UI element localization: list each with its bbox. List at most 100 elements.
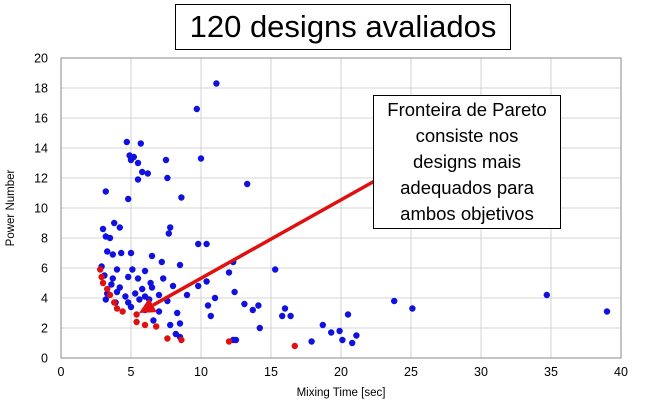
design-point: [195, 240, 202, 248]
y-tick-label: 2: [41, 322, 48, 336]
y-tick-label: 12: [34, 172, 48, 186]
x-tick-label: 25: [404, 365, 418, 379]
pareto-point: [99, 279, 107, 287]
pareto-point: [111, 299, 118, 306]
design-point: [165, 230, 172, 237]
pareto-point: [164, 335, 171, 342]
design-point: [150, 317, 157, 324]
design-point: [139, 285, 146, 293]
design-point: [232, 336, 240, 344]
design-point: [279, 312, 286, 320]
x-tick-label: 35: [544, 365, 558, 379]
design-point: [353, 332, 360, 339]
y-tick-label: 18: [34, 82, 48, 96]
pareto-annotation: Fronteira de Pareto consiste nos designs…: [373, 95, 561, 229]
tick-labels: 0 5 10 15 20 25 30 35 40 0 2 4 6 8 10 12 14 16 18 20: [34, 52, 628, 380]
design-point: [195, 282, 202, 290]
design-point: [118, 249, 125, 257]
annotation-line: designs mais: [413, 151, 521, 172]
design-point: [178, 194, 185, 201]
design-point: [109, 275, 117, 282]
annotation-line: consiste nos: [415, 125, 519, 146]
design-point: [349, 339, 356, 347]
y-tick-label: 8: [41, 232, 48, 246]
design-point: [328, 329, 335, 336]
pareto-arrow: [152, 176, 381, 307]
annotation-line: Fronteira de Pareto: [387, 99, 547, 120]
pareto-arrow-head: [139, 298, 157, 313]
x-tick-label: 5: [128, 365, 135, 379]
annotation-line: adequados para: [400, 177, 534, 198]
pareto-point: [225, 338, 233, 345]
design-point: [603, 308, 611, 315]
design-point: [127, 156, 135, 164]
design-point: [129, 266, 136, 273]
design-point: [155, 308, 163, 315]
design-point: [155, 291, 163, 299]
design-point: [108, 281, 115, 288]
y-tick-label: 0: [41, 352, 48, 366]
design-point: [207, 312, 214, 320]
design-point: [204, 302, 212, 309]
y-tick-label: 20: [34, 52, 48, 66]
design-point: [99, 225, 107, 233]
design-point: [116, 224, 124, 231]
design-point: [109, 251, 117, 258]
design-point: [409, 305, 416, 312]
design-point: [339, 336, 346, 344]
plot-frame: [60, 57, 622, 359]
design-point: [203, 278, 210, 285]
design-point: [162, 156, 170, 164]
design-point: [134, 176, 142, 183]
design-point: [127, 249, 135, 257]
x-tick-label: 40: [614, 365, 628, 379]
design-point: [167, 321, 174, 329]
design-point: [197, 155, 205, 162]
design-point: [160, 275, 167, 282]
design-point: [144, 170, 151, 177]
design-point: [287, 312, 294, 320]
y-tick-label: 10: [34, 202, 48, 216]
x-tick-label: 10: [194, 365, 208, 379]
design-point: [203, 240, 210, 248]
design-point: [169, 282, 177, 290]
design-point: [127, 303, 135, 311]
pareto-point: [98, 273, 105, 281]
design-point: [543, 291, 550, 299]
design-point: [244, 180, 251, 188]
design-point: [249, 306, 256, 314]
y-tick-label: 4: [41, 292, 48, 306]
x-tick-label: 0: [58, 365, 65, 379]
design-point: [256, 324, 263, 332]
pareto-point: [153, 323, 160, 330]
design-point: [391, 297, 398, 305]
pareto-point: [119, 308, 126, 315]
x-tick-label: 20: [334, 365, 348, 379]
design-point: [213, 80, 220, 87]
x-axis-label: Mixing Time [sec]: [297, 387, 386, 399]
pareto-point: [178, 336, 185, 344]
design-point: [132, 290, 139, 297]
y-tick-label: 14: [34, 142, 48, 156]
design-point: [148, 284, 156, 291]
x-tick-label: 30: [474, 365, 488, 379]
chart-title: 120 designs avaliados: [175, 4, 511, 50]
design-point: [241, 300, 248, 308]
design-point: [183, 291, 191, 299]
design-point: [255, 302, 262, 309]
pareto-point: [133, 318, 140, 326]
design-point: [141, 267, 149, 275]
design-point: [167, 224, 174, 231]
design-point: [272, 266, 279, 273]
design-point: [134, 275, 142, 282]
design-point: [193, 105, 200, 113]
design-point: [281, 305, 289, 312]
pareto-point: [106, 291, 114, 299]
pareto-point: [291, 342, 298, 350]
design-point: [336, 327, 343, 335]
design-point: [137, 140, 144, 147]
design-point: [148, 252, 156, 260]
pareto-point: [104, 285, 111, 293]
design-point: [344, 311, 352, 318]
design-point: [134, 159, 142, 167]
